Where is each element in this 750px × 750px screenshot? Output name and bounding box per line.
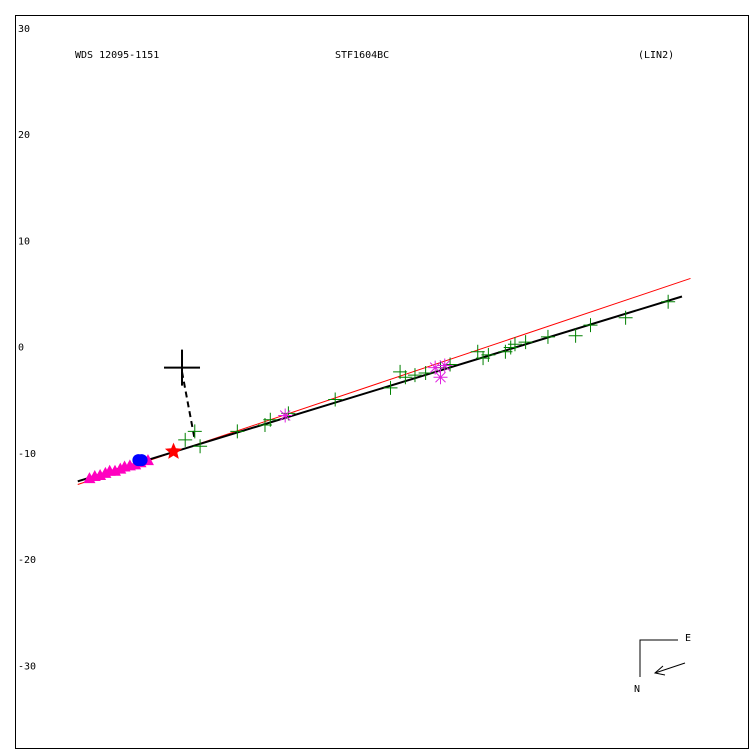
plus-marker — [398, 370, 413, 385]
y-tick-label: -30 — [18, 661, 36, 672]
plus-marker — [193, 439, 208, 454]
compass-east: E — [685, 633, 691, 644]
circle-marker — [135, 454, 148, 467]
plus-marker — [383, 380, 398, 395]
plus-marker — [568, 328, 583, 343]
plus-marker — [618, 310, 633, 325]
plus-marker — [407, 368, 422, 383]
y-tick-label: 10 — [18, 236, 30, 247]
y-tick-label: -20 — [18, 555, 36, 566]
cross-marker — [164, 349, 201, 386]
plus-marker — [540, 329, 555, 344]
compass: E N — [634, 633, 691, 695]
asterisk-marker — [433, 370, 448, 385]
plus-marker — [661, 294, 676, 309]
compass-arrow — [654, 662, 686, 674]
chart-subtitle: STF1604BC — [335, 50, 389, 61]
plus-marker — [230, 424, 245, 439]
annotation: (LIN2) — [638, 50, 674, 61]
y-tick-label: 0 — [18, 343, 24, 354]
fit-line — [77, 295, 683, 483]
plot-frame — [15, 15, 749, 749]
asterisk-marker — [428, 360, 443, 375]
asterisk-marker — [278, 408, 293, 423]
plus-marker — [328, 392, 343, 407]
plus-marker — [583, 318, 598, 333]
y-tick-label: -10 — [18, 449, 36, 460]
y-tick-label: 20 — [18, 130, 30, 141]
compass-arrowhead — [653, 665, 666, 676]
plus-marker — [507, 337, 522, 352]
plus-marker — [481, 347, 496, 362]
plus-marker — [178, 432, 193, 447]
star-marker — [164, 442, 183, 459]
plus-marker — [257, 418, 272, 433]
dashed-line — [181, 371, 196, 441]
plus-marker — [418, 365, 433, 380]
y-tick-label: 30 — [18, 24, 30, 35]
plus-marker — [187, 424, 202, 439]
compass-north: N — [634, 684, 640, 695]
plus-marker — [263, 412, 278, 427]
plus-marker — [470, 344, 485, 359]
asterisk-marker — [437, 358, 452, 373]
plus-marker — [476, 351, 491, 366]
compass-axes — [639, 639, 678, 677]
plus-marker — [393, 364, 408, 379]
plus-marker — [518, 335, 533, 350]
chart-title: WDS 12095-1151 — [75, 50, 159, 61]
